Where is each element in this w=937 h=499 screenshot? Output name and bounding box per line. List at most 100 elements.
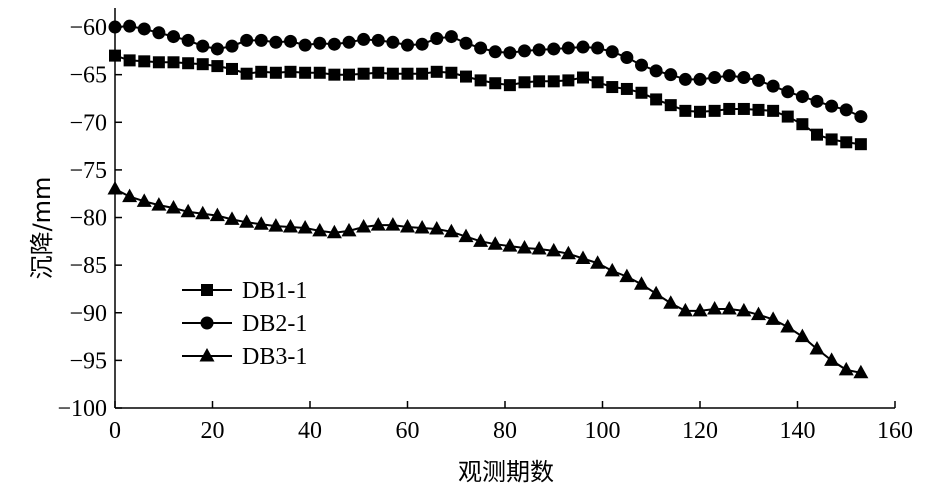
data-point xyxy=(531,240,547,255)
data-point xyxy=(664,99,677,112)
data-point xyxy=(781,110,794,123)
series-layer xyxy=(107,19,869,379)
data-point xyxy=(414,220,430,234)
series-db1-1 xyxy=(109,49,867,151)
data-point xyxy=(371,33,385,47)
data-point xyxy=(562,74,575,87)
legend-item: DB1-1 xyxy=(182,278,307,304)
x-tick-label: 0 xyxy=(109,418,121,444)
data-point xyxy=(853,364,869,379)
data-point xyxy=(752,73,765,87)
data-point xyxy=(737,71,751,85)
data-point xyxy=(737,102,750,115)
data-point xyxy=(254,33,268,47)
data-point xyxy=(108,20,122,34)
data-point xyxy=(547,42,561,56)
y-tick-label: −60 xyxy=(69,15,107,41)
data-point xyxy=(195,205,211,220)
data-point xyxy=(209,207,225,222)
data-point xyxy=(312,222,328,237)
data-point xyxy=(635,58,648,72)
data-point xyxy=(781,85,795,99)
data-point xyxy=(473,233,489,247)
data-point xyxy=(825,133,838,146)
data-point xyxy=(430,65,443,78)
data-point xyxy=(765,311,781,325)
data-point xyxy=(605,45,619,59)
data-point xyxy=(794,328,810,343)
legend-label: DB2-1 xyxy=(242,311,307,337)
data-point xyxy=(443,223,459,238)
data-point xyxy=(635,86,648,99)
data-point xyxy=(811,128,823,141)
data-point xyxy=(677,302,693,317)
data-point xyxy=(620,51,634,65)
legend-item: DB3-1 xyxy=(182,344,307,370)
data-point xyxy=(196,39,210,53)
data-point xyxy=(825,99,839,113)
data-point xyxy=(136,193,152,207)
data-point xyxy=(343,68,355,81)
data-point xyxy=(503,79,516,92)
series-line xyxy=(114,188,862,374)
data-point xyxy=(708,71,722,85)
y-tick-label: −95 xyxy=(69,348,107,374)
data-point xyxy=(474,74,487,87)
data-point xyxy=(328,68,341,81)
data-point xyxy=(255,65,268,78)
data-point xyxy=(590,255,606,269)
data-point xyxy=(649,64,663,78)
data-point xyxy=(518,76,531,89)
data-point xyxy=(123,19,137,33)
data-point xyxy=(854,138,867,151)
data-point xyxy=(400,219,415,233)
series-db2-1 xyxy=(108,19,868,124)
data-point xyxy=(489,77,502,90)
data-point xyxy=(547,75,560,88)
series-db3-1 xyxy=(107,180,869,379)
data-point xyxy=(488,45,502,59)
data-point xyxy=(298,38,312,52)
data-point xyxy=(401,38,414,52)
data-point xyxy=(445,66,458,79)
data-point xyxy=(152,56,165,69)
x-tick-label: 160 xyxy=(877,418,913,444)
data-point xyxy=(224,211,240,225)
data-point xyxy=(284,34,297,48)
data-point xyxy=(210,42,224,56)
data-point xyxy=(283,219,298,233)
y-tick-label: −65 xyxy=(69,63,107,89)
data-point xyxy=(196,58,209,71)
data-point xyxy=(546,242,562,257)
data-point xyxy=(619,268,635,283)
data-point xyxy=(591,41,605,55)
data-point xyxy=(722,69,736,83)
data-point xyxy=(109,49,121,62)
x-tick-label: 60 xyxy=(396,418,420,444)
x-tick-label: 80 xyxy=(493,418,517,444)
data-point xyxy=(269,66,282,79)
data-point xyxy=(736,302,752,317)
x-tick-label: 20 xyxy=(201,418,225,444)
data-point xyxy=(415,37,429,51)
data-point xyxy=(721,300,737,315)
data-point xyxy=(474,41,488,55)
data-point xyxy=(385,217,401,231)
data-point xyxy=(487,236,503,250)
data-point xyxy=(459,36,473,50)
y-tick-label: −75 xyxy=(69,158,107,184)
data-point xyxy=(517,240,532,254)
data-point xyxy=(560,245,576,260)
data-point xyxy=(239,214,255,228)
data-point xyxy=(416,67,429,80)
x-tick-label: 40 xyxy=(298,418,322,444)
y-axis-title: 沉降/mm xyxy=(28,177,56,280)
data-point xyxy=(122,188,138,203)
data-point xyxy=(137,22,151,36)
data-point xyxy=(357,32,371,46)
data-point xyxy=(269,35,283,49)
x-axis-title: 观测期数 xyxy=(458,458,554,486)
data-point xyxy=(182,57,195,70)
data-point xyxy=(591,76,604,89)
